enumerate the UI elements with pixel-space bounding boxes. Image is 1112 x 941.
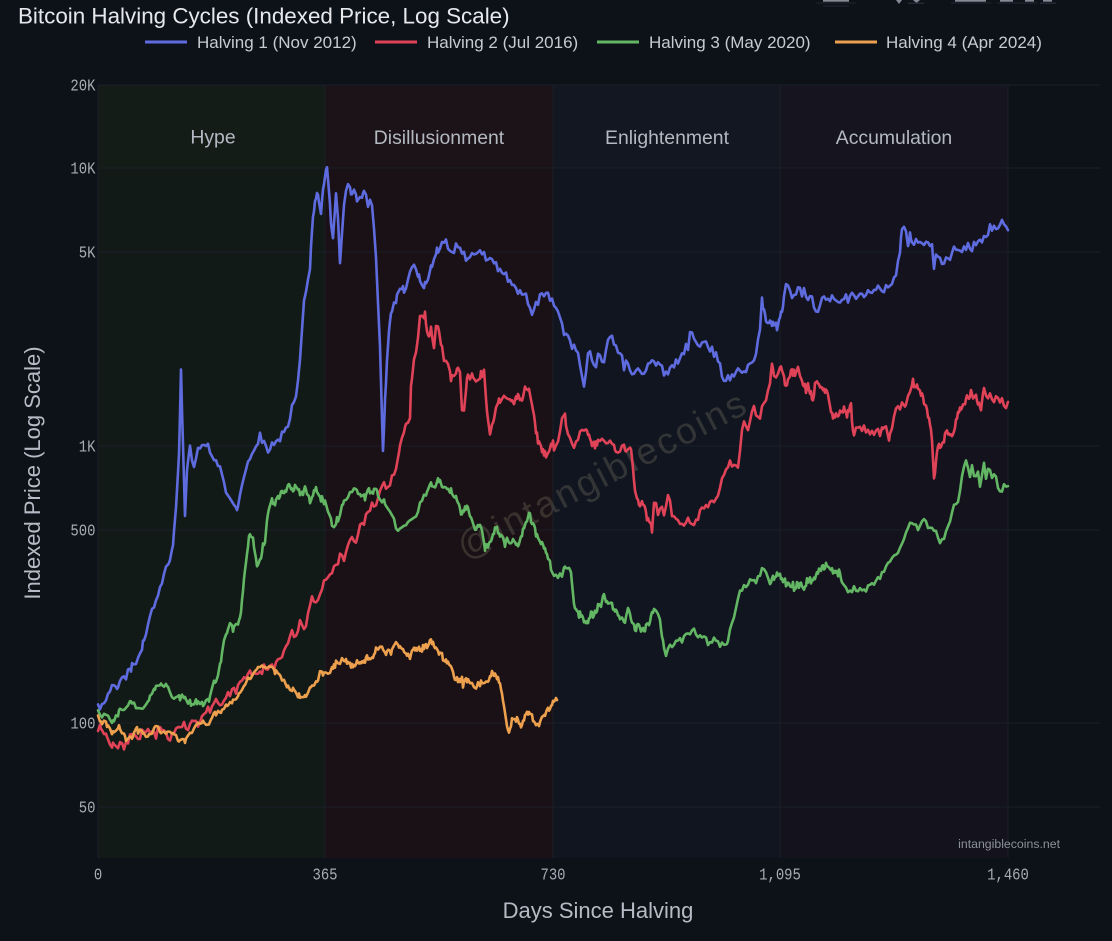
svg-text:1K: 1K [79,437,96,457]
svg-text:20K: 20K [70,76,96,96]
svg-text:Disillusionment: Disillusionment [374,127,505,149]
svg-text:Indexed Price (Log Scale): Indexed Price (Log Scale) [20,346,45,599]
svg-text:Days Since Halving: Days Since Halving [503,898,694,923]
svg-text:Halving 4 (Apr 2024): Halving 4 (Apr 2024) [886,33,1042,52]
svg-text:Bitcoin Halving Cycles (Indexe: Bitcoin Halving Cycles (Indexed Price, L… [18,4,510,29]
svg-text:Hype: Hype [190,127,235,149]
svg-text:50: 50 [79,798,96,818]
svg-text:365: 365 [312,865,337,885]
svg-text:100: 100 [70,714,95,734]
svg-text:1,460: 1,460 [987,865,1029,885]
svg-text:intangiblecoins.net: intangiblecoins.net [958,837,1060,851]
svg-text:0: 0 [94,865,102,885]
svg-text:500: 500 [70,521,95,541]
svg-text:5K: 5K [79,243,96,263]
svg-text:10K: 10K [70,159,96,179]
svg-text:Accumulation: Accumulation [836,127,952,149]
svg-text:Halving 1 (Nov 2012): Halving 1 (Nov 2012) [197,33,357,52]
svg-text:Enlightenment: Enlightenment [605,127,730,149]
svg-text:1,095: 1,095 [759,865,801,885]
svg-text:Halving 2 (Jul 2016): Halving 2 (Jul 2016) [427,33,578,52]
svg-text:Halving 3 (May 2020): Halving 3 (May 2020) [649,33,811,52]
svg-text:730: 730 [540,865,565,885]
